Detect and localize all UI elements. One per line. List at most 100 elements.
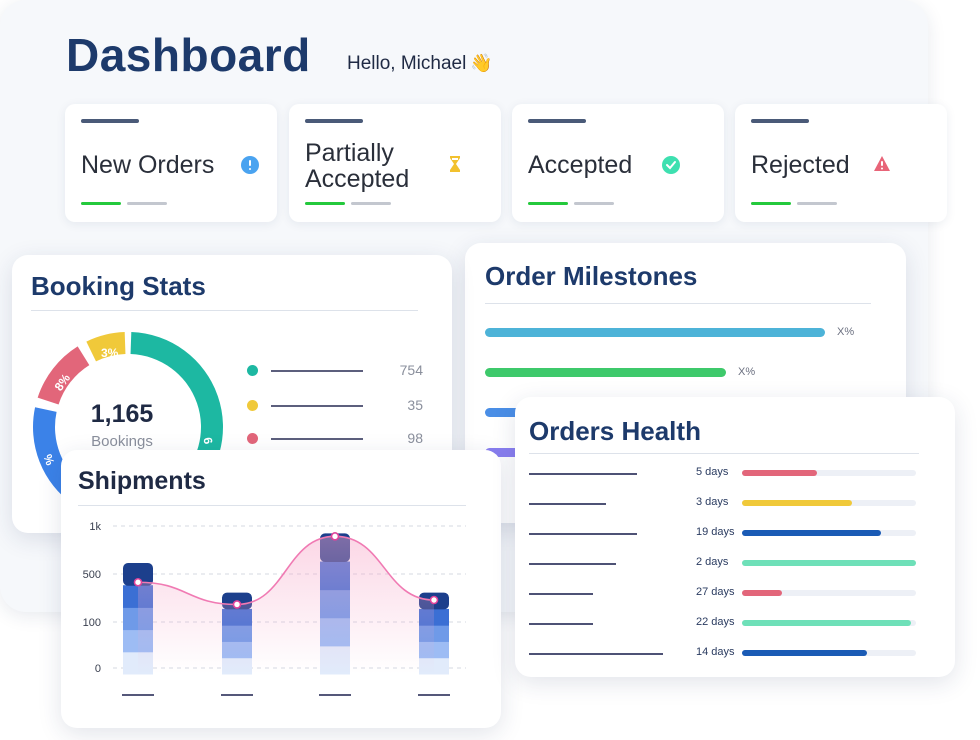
- progress-line-muted: [797, 202, 837, 205]
- health-row-label-line: [529, 503, 606, 505]
- progress-line: [305, 202, 345, 205]
- health-row-days: 3 days: [696, 496, 729, 508]
- milestone-percent: X%: [738, 366, 756, 378]
- status-label: Accepted: [528, 151, 633, 179]
- milestone-bar: [485, 368, 726, 377]
- divider: [485, 303, 871, 304]
- health-row-track: [742, 500, 916, 506]
- status-label: Rejected: [751, 151, 850, 179]
- donut-segment-pink: [37, 346, 90, 405]
- y-tick-label: 100: [83, 617, 101, 629]
- shipments-line-point: [133, 577, 143, 587]
- health-row-track: [742, 530, 916, 536]
- donut-label-yellow: 3%: [101, 346, 119, 360]
- shipments-line-point: [429, 595, 439, 605]
- health-row-label-line: [529, 563, 616, 565]
- greeting-text: Hello, Michael: [347, 53, 467, 74]
- health-row-fill: [742, 560, 916, 566]
- legend-line: [271, 370, 363, 372]
- legend-dot: [247, 365, 258, 376]
- health-row-fill: [742, 530, 881, 536]
- health-row-label-line: [529, 653, 663, 655]
- milestone-percent: X%: [837, 326, 855, 338]
- health-row-track: [742, 620, 916, 626]
- legend-line: [271, 405, 363, 407]
- page-title: Dashboard: [66, 29, 311, 81]
- greeting: Hello, Michael 👋: [347, 53, 493, 75]
- status-label: Partially Accepted: [305, 140, 409, 192]
- health-row-fill: [742, 650, 867, 656]
- health-row-days: 27 days: [696, 586, 735, 598]
- donut-label-teal: 6: [200, 436, 215, 445]
- health-row-days: 5 days: [696, 466, 729, 478]
- legend-value: 98: [407, 430, 423, 446]
- order-milestones-title: Order Milestones: [485, 261, 698, 291]
- milestone-bar: [485, 328, 825, 337]
- health-row-days: 2 days: [696, 556, 729, 568]
- health-row-fill: [742, 620, 911, 626]
- card-accent-line: [528, 119, 586, 123]
- legend-value: 754: [399, 362, 423, 378]
- divider: [31, 310, 418, 311]
- shipments-line-point: [330, 532, 340, 541]
- shipments-title: Shipments: [78, 467, 206, 495]
- legend-dot: [247, 433, 258, 444]
- health-row-fill: [742, 500, 852, 506]
- y-tick-label: 500: [83, 569, 101, 581]
- health-row-track: [742, 470, 916, 476]
- health-row-days: 19 days: [696, 526, 735, 538]
- bookings-label: Bookings: [91, 433, 153, 450]
- shipments-chart: 1k 500 100 0: [83, 521, 466, 696]
- shipments-line-point: [232, 600, 242, 609]
- status-card-new-orders[interactable]: New Orders: [65, 104, 277, 222]
- progress-line: [528, 202, 568, 205]
- status-label-line2: Accepted: [305, 165, 410, 193]
- health-row-fill: [742, 470, 817, 476]
- status-label: New Orders: [81, 151, 215, 179]
- bookings-total: 1,165: [90, 400, 154, 428]
- hourglass-icon: [450, 156, 460, 172]
- x-tick-line: [122, 694, 154, 696]
- y-tick-label: 1k: [89, 521, 101, 533]
- progress-line: [751, 202, 791, 205]
- card-accent-line: [305, 119, 363, 123]
- health-row-label-line: [529, 623, 593, 625]
- legend-line: [271, 438, 363, 440]
- shipments-card: Shipments 1k 500 100 0: [61, 450, 501, 728]
- legend-dot: [247, 400, 258, 411]
- health-row-label-line: [529, 473, 637, 475]
- progress-line: [81, 202, 121, 205]
- health-row-fill: [742, 590, 782, 596]
- shipments-line: [137, 535, 435, 606]
- x-tick-line: [418, 694, 450, 696]
- y-tick-label: 0: [95, 663, 101, 675]
- check-circle-icon: [662, 156, 680, 174]
- x-tick-line: [319, 694, 351, 696]
- divider: [78, 505, 466, 506]
- progress-line-muted: [574, 202, 614, 205]
- card-accent-line: [751, 119, 809, 123]
- waving-hand-icon: 👋: [470, 53, 493, 73]
- status-card-accepted[interactable]: Accepted: [512, 104, 724, 222]
- progress-line-muted: [127, 202, 167, 205]
- status-label-line1: Partially: [305, 139, 394, 167]
- shipment-bar-segment: [123, 563, 153, 586]
- card-accent-line: [81, 119, 139, 123]
- donut-segment-yellow: [86, 332, 126, 362]
- info-icon: [241, 156, 259, 174]
- health-row-track: [742, 560, 916, 566]
- status-card-rejected[interactable]: Rejected: [735, 104, 947, 222]
- x-tick-line: [221, 694, 253, 696]
- health-row-track: [742, 650, 916, 656]
- warning-icon: [874, 156, 890, 171]
- status-card-partially-accepted[interactable]: Partially Accepted: [289, 104, 501, 222]
- orders-health-card: Orders Health 5 days 3 days 19 days 2 days 2…: [515, 397, 955, 677]
- health-row-label-line: [529, 593, 593, 595]
- health-row-days: 14 days: [696, 646, 735, 658]
- orders-health-title: Orders Health: [529, 416, 701, 446]
- donut-label-blue: %: [40, 452, 57, 467]
- health-row-days: 22 days: [696, 616, 735, 628]
- legend-value: 35: [407, 397, 423, 413]
- progress-line-muted: [351, 202, 391, 205]
- health-row-label-line: [529, 533, 637, 535]
